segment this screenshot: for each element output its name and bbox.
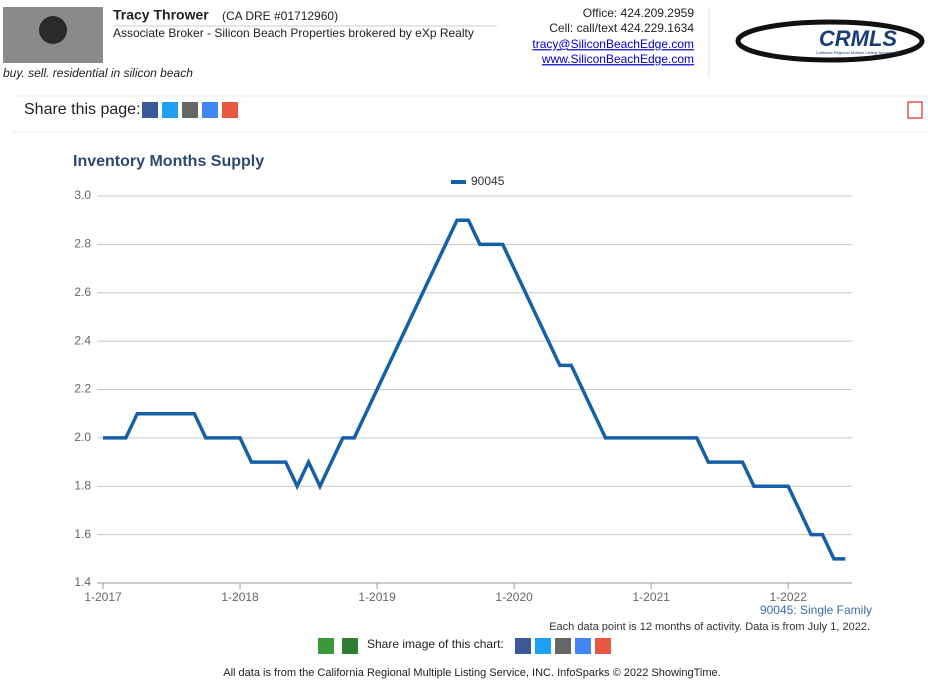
excel-button[interactable] [342, 638, 358, 654]
y-tick-label: 3.0 [74, 188, 91, 202]
x-tick-label: 1-2022 [770, 590, 808, 604]
logo: CRMLS [819, 26, 898, 51]
y-tick-label: 1.8 [74, 478, 91, 492]
logo-swoosh [735, 19, 925, 63]
office-phone: Office: 424.209.2959 [583, 6, 695, 20]
y-tick-label: 2.8 [74, 237, 91, 251]
y-tick-label: 2.4 [74, 333, 91, 347]
share-page-label: Share this page: [24, 101, 141, 118]
y-tick-label: 2.6 [74, 285, 91, 299]
chart-subtitle: 90045: Single Family [760, 603, 872, 617]
y-tick-label: 2.0 [74, 430, 91, 444]
google-button[interactable] [202, 102, 218, 118]
chart-note: Each data point is 12 months of activity… [549, 621, 870, 633]
photo-hair [39, 16, 67, 44]
tagline: buy. sell. residential in silicon beach [3, 66, 193, 80]
x-tick-label: 1-2021 [632, 590, 670, 604]
twitter-button[interactable] [162, 102, 178, 118]
more-button[interactable] [222, 102, 238, 118]
agent-name: Tracy Thrower [113, 7, 209, 23]
x-tick-label: 1-2017 [84, 590, 122, 604]
pdf-button[interactable] [907, 101, 923, 119]
email-button[interactable] [182, 102, 198, 118]
facebook-button[interactable] [142, 102, 158, 118]
share-chart-label: Share image of this chart: [367, 637, 504, 651]
chart-title: Inventory Months Supply [73, 153, 264, 170]
agent-role: Associate Broker - Silicon Beach Propert… [113, 26, 474, 40]
x-tick-label: 1-2019 [358, 590, 396, 604]
x-tick-label: 1-2020 [495, 590, 533, 604]
y-tick-label: 1.4 [74, 575, 91, 589]
share-chart-button[interactable] [318, 638, 334, 654]
website-link[interactable]: www.SiliconBeachEdge.com [541, 52, 694, 66]
facebook-button[interactable] [515, 638, 531, 654]
y-tick-label: 2.2 [74, 382, 91, 396]
x-tick-label: 1-2018 [221, 590, 259, 604]
legend-label: 90045 [471, 174, 505, 188]
logo-subtitle: California Regional Multiple Listing Ser… [816, 50, 900, 55]
email-button[interactable] [555, 638, 571, 654]
google-button[interactable] [575, 638, 591, 654]
cell-phone: Cell: call/text 424.229.1634 [549, 21, 694, 35]
email-link[interactable]: tracy@SiliconBeachEdge.com [532, 37, 694, 51]
series-line [103, 218, 846, 561]
agent-license: (CA DRE #01712960) [222, 9, 338, 23]
y-tick-label: 1.6 [74, 527, 91, 541]
more-button[interactable] [595, 638, 611, 654]
footer: All data is from the California Regional… [223, 667, 720, 679]
twitter-button[interactable] [535, 638, 551, 654]
